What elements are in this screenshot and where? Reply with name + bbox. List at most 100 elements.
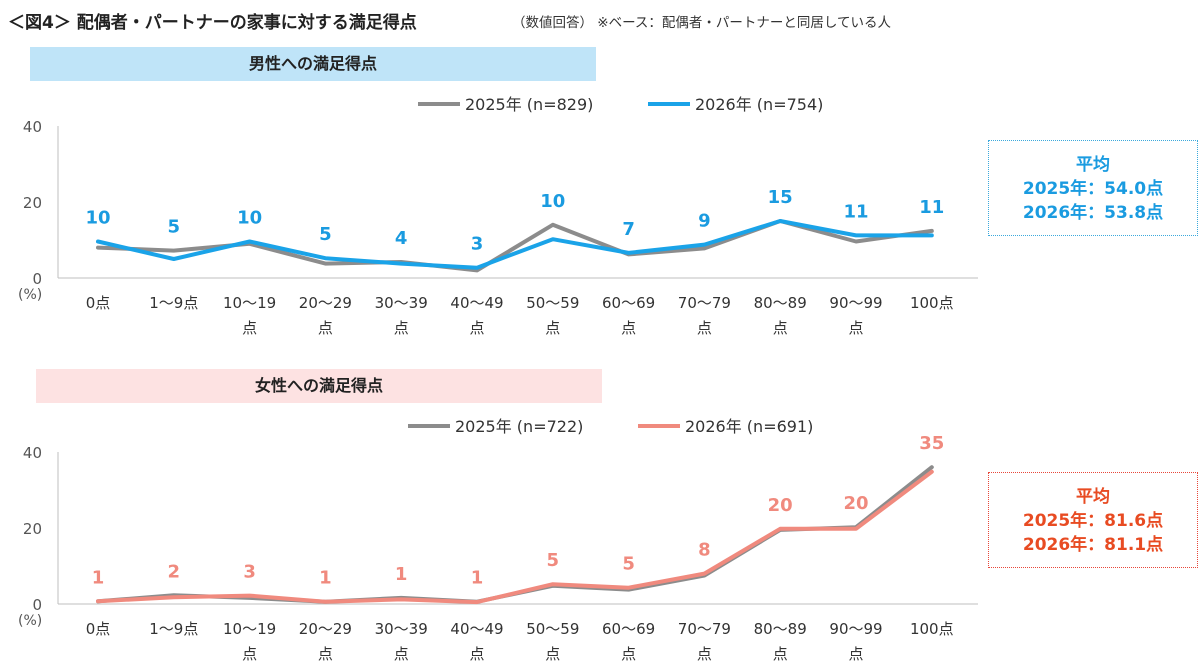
men-y-tick: 0 bbox=[32, 270, 42, 288]
men-data-label: 15 bbox=[768, 187, 793, 208]
men-point-2026 bbox=[778, 219, 782, 223]
women-point-2026 bbox=[930, 470, 934, 474]
men-point-2026 bbox=[399, 261, 403, 266]
men-point-2025 bbox=[930, 229, 934, 233]
men-satisfaction-chart: 0 20 40 (%) 0点 1～9点 10～19 点 20～29 点 30～39 点 40～49 点 50… bbox=[18, 95, 978, 337]
women-data-label: 35 bbox=[919, 433, 944, 454]
women-point-2026 bbox=[475, 600, 479, 604]
men-data-label: 10 bbox=[237, 208, 262, 229]
women-data-label: 1 bbox=[471, 568, 484, 589]
men-point-2026 bbox=[172, 257, 176, 261]
men-point-2026 bbox=[702, 242, 707, 247]
men-y-unit: (%) bbox=[18, 287, 42, 303]
men-y-tick: 40 bbox=[23, 118, 42, 136]
men-x-tick: 100点 bbox=[910, 294, 954, 312]
men-x-tick: 60～69 点 bbox=[602, 294, 655, 337]
women-point-2026 bbox=[854, 527, 858, 531]
men-x-tick: 70～79 点 bbox=[678, 294, 731, 337]
women-x-tick: 0点 bbox=[86, 620, 111, 638]
men-data-label: 9 bbox=[698, 211, 711, 232]
men-data-label: 7 bbox=[622, 219, 635, 240]
men-x-tick: 40～49 点 bbox=[450, 294, 503, 337]
women-data-label: 5 bbox=[622, 554, 635, 575]
women-data-label: 1 bbox=[92, 567, 105, 588]
men-y-tick: 20 bbox=[23, 194, 42, 212]
women-point-2026 bbox=[551, 582, 555, 586]
men-data-label: 11 bbox=[843, 201, 868, 222]
women-data-label: 5 bbox=[547, 550, 560, 571]
women-x-tick: 40～49 点 bbox=[450, 620, 503, 663]
women-line-2026 bbox=[96, 469, 934, 605]
men-x-tick: 30～39 点 bbox=[375, 294, 428, 337]
women-x-tick: 100点 bbox=[910, 620, 954, 638]
men-data-label: 5 bbox=[319, 224, 332, 245]
men-point-2026 bbox=[930, 233, 934, 238]
men-point-2025 bbox=[96, 246, 100, 250]
men-data-label: 4 bbox=[395, 228, 408, 249]
women-x-tick: 80～89 点 bbox=[754, 620, 807, 663]
men-point-2025 bbox=[854, 239, 858, 244]
women-x-tick: 70～79 点 bbox=[678, 620, 731, 663]
women-point-2026 bbox=[172, 595, 176, 599]
women-y-tick: 40 bbox=[23, 444, 42, 462]
women-x-tick: 20～29 点 bbox=[299, 620, 352, 663]
women-point-2026 bbox=[96, 599, 100, 603]
men-data-label: 11 bbox=[919, 197, 944, 218]
men-data-label: 10 bbox=[540, 191, 565, 212]
men-point-2025 bbox=[551, 223, 555, 227]
men-point-2026 bbox=[627, 251, 631, 255]
women-point-2026 bbox=[627, 586, 631, 590]
men-data-label: 3 bbox=[471, 234, 484, 255]
women-average-2026: 2026年：81.1点 bbox=[1022, 535, 1164, 555]
page-note: （数値回答） ※ベース：配偶者・パートナーと同居している人 bbox=[512, 15, 892, 31]
women-average-box: 平均 2025年：81.6点 2026年：81.1点 bbox=[988, 472, 1198, 568]
women-data-label: 20 bbox=[843, 493, 868, 514]
women-data-label: 2 bbox=[168, 561, 181, 582]
women-y-tick: 20 bbox=[23, 520, 42, 538]
men-data-label: 10 bbox=[85, 208, 110, 229]
women-chart-banner: 女性への満足得点 bbox=[36, 369, 602, 403]
women-point-2025 bbox=[930, 465, 934, 469]
women-legend-label-2025: 2025年 (n=722) bbox=[455, 417, 583, 436]
men-point-2025 bbox=[702, 246, 707, 250]
men-point-2026 bbox=[96, 239, 100, 244]
men-x-tick: 10～19 点 bbox=[223, 294, 276, 337]
women-x-tick: 10～19 点 bbox=[223, 620, 276, 663]
women-point-2026 bbox=[248, 594, 252, 598]
men-data-label: 5 bbox=[168, 217, 181, 238]
women-point-2026 bbox=[323, 600, 327, 604]
women-satisfaction-chart: 0 20 40 (%) 0点 1～9点 10～19 点 20～29 点 30～39 点 40～49 点 50… bbox=[18, 417, 978, 663]
women-data-label: 8 bbox=[698, 540, 711, 561]
men-chart-banner: 男性への満足得点 bbox=[30, 47, 596, 81]
women-y-unit: (%) bbox=[18, 613, 42, 629]
women-x-tick: 60～69 点 bbox=[602, 620, 655, 663]
men-x-tick: 80～89 点 bbox=[754, 294, 807, 337]
men-legend-label-2026: 2026年 (n=754) bbox=[695, 95, 823, 114]
men-average-title: 平均 bbox=[1076, 155, 1110, 175]
men-average-2026: 2026年：53.8点 bbox=[1022, 203, 1164, 223]
women-point-2026 bbox=[778, 527, 782, 531]
men-x-tick: 20～29 点 bbox=[299, 294, 352, 337]
men-legend-label-2025: 2025年 (n=829) bbox=[465, 95, 593, 114]
women-y-tick: 0 bbox=[32, 596, 42, 614]
men-point-2025 bbox=[172, 249, 176, 253]
women-data-label: 1 bbox=[319, 568, 332, 589]
women-line-2025 bbox=[96, 465, 934, 604]
women-point-2026 bbox=[702, 572, 707, 576]
men-point-2025 bbox=[323, 261, 327, 266]
men-point-2026 bbox=[323, 256, 327, 260]
men-x-tick: 1～9点 bbox=[149, 294, 198, 312]
women-average-2025: 2025年：81.6点 bbox=[1022, 511, 1164, 531]
men-average-box: 平均 2025年：54.0点 2026年：53.8点 bbox=[988, 140, 1198, 236]
women-point-2026 bbox=[399, 597, 403, 602]
men-point-2026 bbox=[551, 237, 555, 241]
women-legend-label-2026: 2026年 (n=691) bbox=[685, 417, 813, 436]
men-point-2026 bbox=[248, 239, 252, 244]
men-point-2026 bbox=[854, 233, 858, 238]
women-data-label: 20 bbox=[768, 495, 793, 516]
men-x-tick: 90～99 点 bbox=[829, 294, 882, 337]
women-x-tick: 90～99 点 bbox=[829, 620, 882, 663]
women-x-tick: 1～9点 bbox=[149, 620, 198, 638]
women-data-label: 1 bbox=[395, 564, 408, 585]
women-x-tick: 30～39 点 bbox=[375, 620, 428, 663]
